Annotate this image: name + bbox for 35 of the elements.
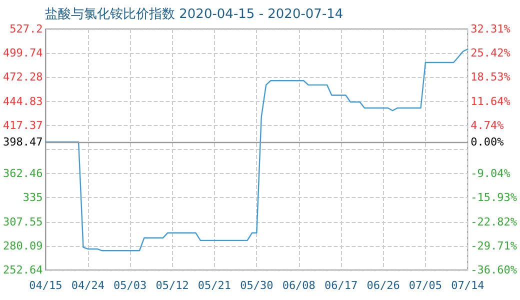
y-tick-label: 362.46 <box>2 167 43 180</box>
y-tick-label: 280.09 <box>2 239 43 252</box>
y2-tick-label: -36.60% <box>470 264 518 276</box>
y2-tick-label: -22.82% <box>470 215 518 228</box>
x-tick-label: 05/21 <box>198 279 232 292</box>
x-tick-label: 06/08 <box>282 279 316 292</box>
y-tick-label: 252.64 <box>2 264 44 276</box>
y-tick-label: 527.2 <box>10 22 43 36</box>
x-tick-label: 05/12 <box>156 279 189 292</box>
y2-tick-label: -15.93% <box>470 191 518 204</box>
y-tick-label: 335 <box>22 191 43 204</box>
x-tick-label: 07/05 <box>408 279 442 292</box>
y-tick-label: 499.74 <box>2 46 44 60</box>
x-tick-label: 04/15 <box>29 279 62 292</box>
y-tick-label: 417.37 <box>2 118 43 132</box>
y2-tick-label: -29.71% <box>470 239 518 252</box>
y2-tick-label: 25.42% <box>470 46 511 60</box>
y-tick-label: 398.47 <box>2 135 43 148</box>
y2-tick-label: -9.04% <box>470 167 511 180</box>
x-tick-label: 05/03 <box>114 279 147 292</box>
x-tick-label: 06/26 <box>366 279 400 292</box>
y-tick-label: 472.28 <box>2 70 43 84</box>
x-tick-label: 06/17 <box>324 279 358 292</box>
y2-tick-label: 11.64% <box>470 94 511 108</box>
x-tick-label: 04/24 <box>71 279 105 292</box>
line-series <box>45 48 468 252</box>
x-tick-label: 05/30 <box>240 279 274 292</box>
chart-title: 盐酸与氯化铵比价指数 2020-04-15 - 2020-07-14 <box>45 7 344 22</box>
x-tick-label: 07/14 <box>451 279 485 292</box>
y2-tick-label: 18.53% <box>470 70 511 84</box>
y2-tick-label: 32.31% <box>470 22 511 36</box>
y-tick-label: 307.55 <box>2 215 43 228</box>
y-tick-label: 444.83 <box>2 94 43 108</box>
y2-tick-label: 0.00% <box>470 136 504 148</box>
y2-tick-label: 4.74% <box>470 118 504 132</box>
